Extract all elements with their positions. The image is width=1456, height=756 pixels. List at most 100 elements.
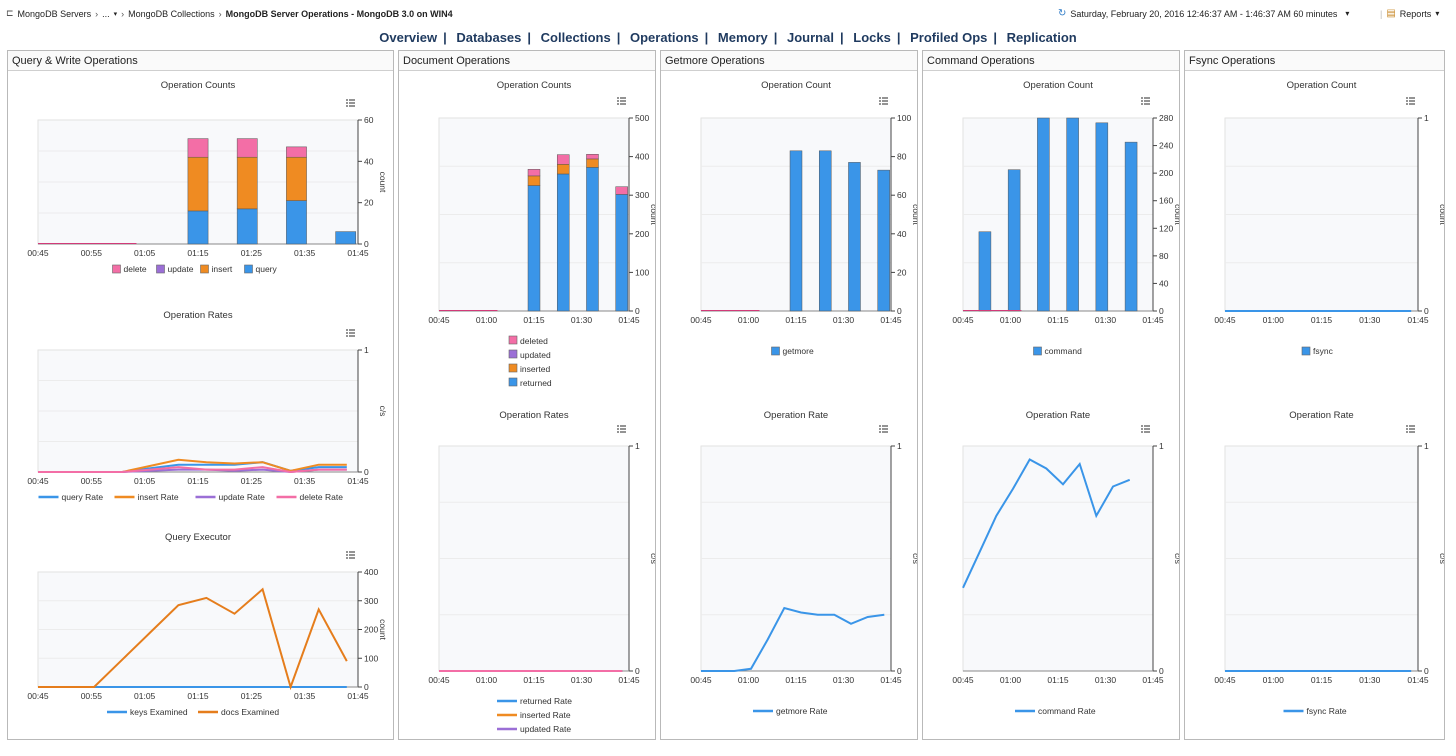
nav-operations[interactable]: Operations [630, 30, 699, 45]
nav-locks[interactable]: Locks [853, 30, 891, 45]
legend-label: fsync Rate [1307, 706, 1347, 716]
legend-label: fsync [1313, 346, 1334, 356]
x-tick-label: 01:45 [347, 476, 369, 486]
x-tick-label: 00:45 [27, 691, 49, 701]
breadcrumb-separator-icon: › [95, 8, 99, 19]
nav-overview[interactable]: Overview [379, 30, 438, 45]
x-tick-label: 00:45 [690, 315, 712, 325]
bar-insert [236, 156, 258, 210]
y-tick-label: 0 [897, 666, 902, 676]
chevron-down-icon[interactable]: ▾ [113, 10, 118, 18]
x-tick-label: 01:15 [1047, 315, 1069, 325]
chart-menu-icon[interactable] [617, 97, 626, 105]
chevron-down-icon[interactable]: ▾ [1435, 9, 1440, 18]
top-bar: ⊏ MongoDB Servers › ... ▾ › MongoDB Coll… [0, 0, 1456, 26]
bar-inserted [586, 158, 599, 168]
chart-menu-icon[interactable] [1406, 425, 1415, 433]
legend-label: docs Examined [221, 707, 279, 717]
bar-getmore [877, 169, 890, 312]
x-tick-label: 01:25 [241, 248, 263, 258]
y-tick-label: 0 [1424, 306, 1429, 316]
x-tick-label: 01:25 [241, 476, 263, 486]
y-axis-label: count [649, 204, 655, 225]
x-tick-label: 00:45 [690, 675, 712, 685]
y-tick-label: 0 [635, 666, 640, 676]
breadcrumb-item-ellipsis[interactable]: ... [102, 8, 110, 19]
bar-deleted [556, 154, 570, 165]
bar-insert [286, 156, 307, 201]
nav-profiled-ops[interactable]: Profiled Ops [910, 30, 988, 45]
chart-title: Operation Rates [499, 410, 568, 421]
y-axis-label: c/s [378, 406, 388, 417]
y-tick-label: 1 [897, 441, 902, 451]
x-tick-label: 01:45 [347, 248, 369, 258]
reports-menu[interactable]: | ▤ Reports ▾ [1380, 8, 1440, 19]
chart-menu-icon[interactable] [1141, 425, 1150, 433]
y-tick-label: 400 [635, 152, 649, 162]
legend-label: inserted [520, 364, 551, 374]
panel-title: Query & Write Operations [8, 51, 393, 71]
legend-swatch [771, 346, 780, 356]
chart-menu-icon[interactable] [879, 425, 888, 433]
bar-command [1037, 117, 1050, 312]
chart-menu-icon[interactable] [346, 329, 355, 337]
y-tick-label: 1 [364, 345, 369, 355]
chart-menu-icon[interactable] [1406, 97, 1415, 105]
chart-menu-icon[interactable] [346, 551, 355, 559]
legend-label: delete Rate [300, 492, 344, 502]
chart-menu-icon[interactable] [879, 97, 888, 105]
x-tick-label: 01:00 [738, 675, 760, 685]
series-line-getmore-Rate [701, 606, 885, 672]
bar-command [1095, 122, 1109, 312]
legend-label: insert [212, 264, 233, 274]
legend-label: update Rate [219, 492, 266, 502]
x-tick-label: 01:30 [1359, 675, 1381, 685]
y-tick-label: 240 [1159, 141, 1173, 151]
legend-swatch [508, 377, 518, 387]
reports-label: Reports [1399, 8, 1432, 19]
x-tick-label: 01:15 [1047, 675, 1069, 685]
clock-icon: ↻ [1058, 8, 1067, 19]
series-line-command-Rate [962, 458, 1131, 589]
bar-query [187, 210, 209, 245]
x-tick-label: 01:05 [134, 476, 156, 486]
y-tick-label: 60 [897, 190, 907, 200]
legend-swatch [508, 335, 518, 345]
nav-collections[interactable]: Collections [540, 30, 611, 45]
x-tick-label: 01:15 [1311, 315, 1333, 325]
x-tick-label: 01:15 [523, 315, 545, 325]
x-tick-label: 01:35 [294, 691, 316, 701]
breadcrumb-item-collections[interactable]: MongoDB Collections [128, 8, 215, 19]
bar-deleted [586, 154, 599, 160]
chart-title: Operation Rate [1289, 410, 1353, 421]
chart-menu-icon[interactable] [1141, 97, 1150, 105]
legend-label: delete [124, 264, 147, 274]
x-tick-label: 01:00 [476, 675, 498, 685]
y-axis-label: c/s [911, 553, 917, 564]
nav-databases[interactable]: Databases [456, 30, 522, 45]
chevron-down-icon[interactable]: ▾ [1345, 9, 1350, 18]
y-axis-label: count [1438, 204, 1444, 225]
nav-memory[interactable]: Memory [717, 30, 768, 45]
legend-swatch [156, 264, 165, 274]
x-tick-label: 01:30 [571, 675, 593, 685]
panel-command: Command Operations Operation Count 0 40 80 1… [922, 50, 1180, 740]
chart-title: Operation Rate [1026, 410, 1090, 421]
bar-command [978, 231, 992, 312]
chart-fs-count: Operation Count 0 1 count 00:45 01:00 01:15 01:… [1214, 80, 1444, 356]
nav-replication[interactable]: Replication [1006, 30, 1077, 45]
x-tick-label: 01:35 [294, 248, 316, 258]
y-tick-label: 300 [635, 190, 649, 200]
y-axis-label: count [378, 172, 388, 193]
y-tick-label: 1 [635, 441, 640, 451]
bar-query [236, 208, 258, 245]
legend-label: updated Rate [520, 724, 571, 734]
breadcrumb-item-servers[interactable]: MongoDB Servers [17, 8, 92, 19]
time-range-selector[interactable]: ↻ Saturday, February 20, 2016 12:46:37 A… [1058, 8, 1349, 19]
y-tick-label: 0 [635, 306, 640, 316]
x-tick-label: 01:00 [1263, 675, 1285, 685]
nav-journal[interactable]: Journal [787, 30, 834, 45]
chart-menu-icon[interactable] [346, 99, 355, 107]
y-tick-label: 0 [364, 682, 369, 692]
chart-menu-icon[interactable] [617, 425, 626, 433]
